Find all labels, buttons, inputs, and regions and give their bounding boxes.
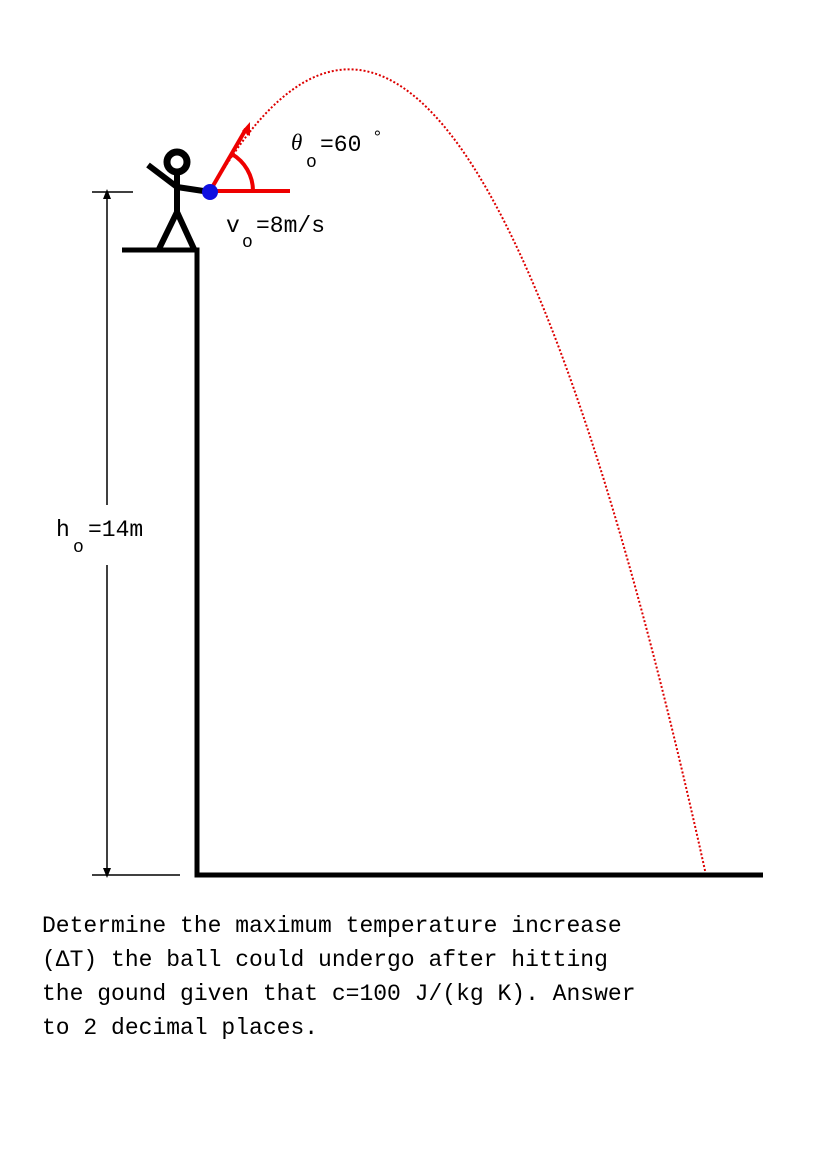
question-line: Determine the maximum temperature increa… [42,913,622,939]
angle-value: =60 [320,132,361,158]
velocity-symbol: v [226,213,240,239]
angle-symbol: θ [291,130,302,155]
angle-subscript: o [306,153,317,173]
question: Determine the maximum temperature increa… [42,913,636,1041]
question-line: (ΔT) the ball could undergo after hittin… [42,947,608,973]
cliff-ground [122,247,763,878]
stick-figure [146,148,211,251]
height-value: =14m [88,517,143,543]
trajectory [209,68,707,876]
velocity-label: v o =8m/s [226,213,325,253]
ball [202,184,218,200]
angle-label: θ o =60 ° [291,129,383,173]
velocity-subscript: o [242,233,253,253]
velocity-value: =8m/s [256,213,325,239]
height-symbol: h [56,517,70,543]
height-subscript: o [73,538,84,558]
question-line: the gound given that c=100 J/(kg K). Ans… [42,981,636,1007]
angle-marker [208,127,290,193]
angle-superscript: ° [372,129,383,149]
height-dimension [92,189,180,878]
question-line: to 2 decimal places. [42,1015,318,1041]
velocity-arrowhead [242,122,250,136]
height-label: h o =14m [56,517,143,558]
